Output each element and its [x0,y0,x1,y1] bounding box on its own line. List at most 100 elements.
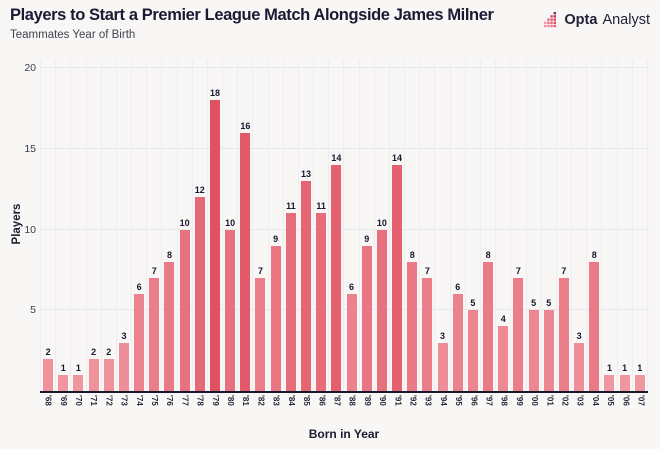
x-tick-label: '96 [469,395,479,406]
bar [407,261,418,391]
x-tick-label: '03 [575,395,585,406]
x-tick-label: '92 [408,395,418,406]
opta-dots-chart-icon [544,12,560,28]
bar-value-label: 8 [409,249,415,260]
x-tick-label: '88 [347,395,357,406]
x-tick-label: '02 [560,395,570,406]
x-tick-label: '68 [43,395,53,406]
bar [574,342,585,391]
x-tick-label: '93 [423,395,433,406]
bar-value-label: 7 [561,265,567,276]
bar-column-'75: 7 [146,60,161,391]
x-tick-'01: '01 [542,395,557,406]
x-tick-label: '90 [378,395,388,406]
bar-value-label: 12 [194,185,205,196]
x-tick-label: '80 [226,395,236,406]
x-tick-'89: '89 [359,395,374,406]
bar [498,326,509,391]
bar [422,277,433,391]
bar-column-'80: 10 [222,60,237,391]
bar [149,277,160,391]
bar-value-label: 8 [591,249,597,260]
x-tick-'77: '77 [177,395,192,406]
bar-column-'96: 5 [464,60,480,391]
x-tick-'69: '69 [55,395,70,406]
x-tick-label: '04 [590,395,600,406]
x-tick-'70: '70 [70,395,85,406]
bar-value-label: 7 [257,265,263,276]
x-tick-label: '05 [606,395,616,406]
y-tick-label-20: 20 [24,62,36,75]
x-tick-label: '82 [256,395,266,406]
bar-column-'74: 6 [131,60,146,391]
x-tick-'06: '06 [618,395,633,406]
bar-column-'72: 2 [100,60,116,391]
x-tick-label: '98 [499,395,509,406]
x-tick-label: '86 [317,395,327,406]
x-tick-'88: '88 [344,395,359,406]
bar-value-label: 2 [45,346,51,357]
bar-column-'68: 2 [40,60,55,391]
bar-value-label: 10 [179,217,190,228]
x-tick-'78: '78 [192,395,207,406]
bar [225,229,236,391]
bar [58,374,69,391]
x-tick-'86: '86 [314,395,329,406]
bar [619,374,630,391]
bar [103,358,114,391]
bar [194,197,205,391]
bar [376,229,387,391]
x-tick-'72: '72 [101,395,116,406]
bar [118,342,129,391]
bar-value-label: 7 [151,265,157,276]
bar [634,374,645,391]
bar [164,261,175,391]
x-tick-label: '74 [134,395,144,406]
bar-value-label: 1 [622,362,628,373]
bar-value-label: 11 [316,201,326,212]
x-tick-'07: '07 [633,395,648,406]
bar-value-label: 1 [60,362,66,373]
bar-value-label: 10 [376,217,387,228]
x-tick-label: '97 [484,395,494,406]
bar-column-'03: 3 [571,60,586,391]
x-tick-'74: '74 [131,395,146,406]
x-tick-label: '70 [74,395,83,406]
x-tick-label: '94 [438,395,448,406]
bar [270,245,281,391]
bar [73,374,84,391]
x-tick-'92: '92 [405,395,420,406]
bar-value-label: 4 [500,314,506,325]
bar [43,358,54,391]
bar-value-label: 7 [424,265,430,276]
x-tick-'80: '80 [222,395,237,406]
x-tick-label: '85 [302,395,312,406]
y-tick-label-15: 15 [24,142,36,155]
x-tick-'04: '04 [587,395,602,406]
bar-column-'78: 12 [191,60,207,391]
bar-column-'95: 6 [449,60,465,391]
chart-subtitle: Teammates Year of Birth [10,29,136,41]
x-axis-label: Born in Year [308,427,380,441]
bar [88,358,99,391]
bar-column-'88: 6 [343,60,358,391]
x-tick-'00: '00 [527,395,542,406]
x-tick-'79: '79 [207,395,222,406]
x-tick-label: '76 [165,395,175,406]
bar-value-label: 9 [364,233,370,244]
x-tick-label: '84 [286,395,296,406]
bar-column-'76: 8 [161,60,176,391]
bar-value-label: 6 [136,282,142,293]
bar-value-label: 3 [576,330,582,341]
bar-column-'83: 9 [267,60,283,391]
bar-column-'04: 8 [586,60,601,391]
bar-column-'01: 5 [540,60,556,391]
x-tick-'76: '76 [162,395,177,406]
bar-value-label: 5 [531,298,537,309]
bar [543,310,554,391]
x-tick-label: '06 [621,395,631,406]
x-tick-label: '71 [89,395,99,406]
bar-column-'93: 7 [419,60,434,391]
chart-title: Players to Start a Premier League Match … [10,6,494,24]
x-tick-label: '79 [210,395,220,406]
